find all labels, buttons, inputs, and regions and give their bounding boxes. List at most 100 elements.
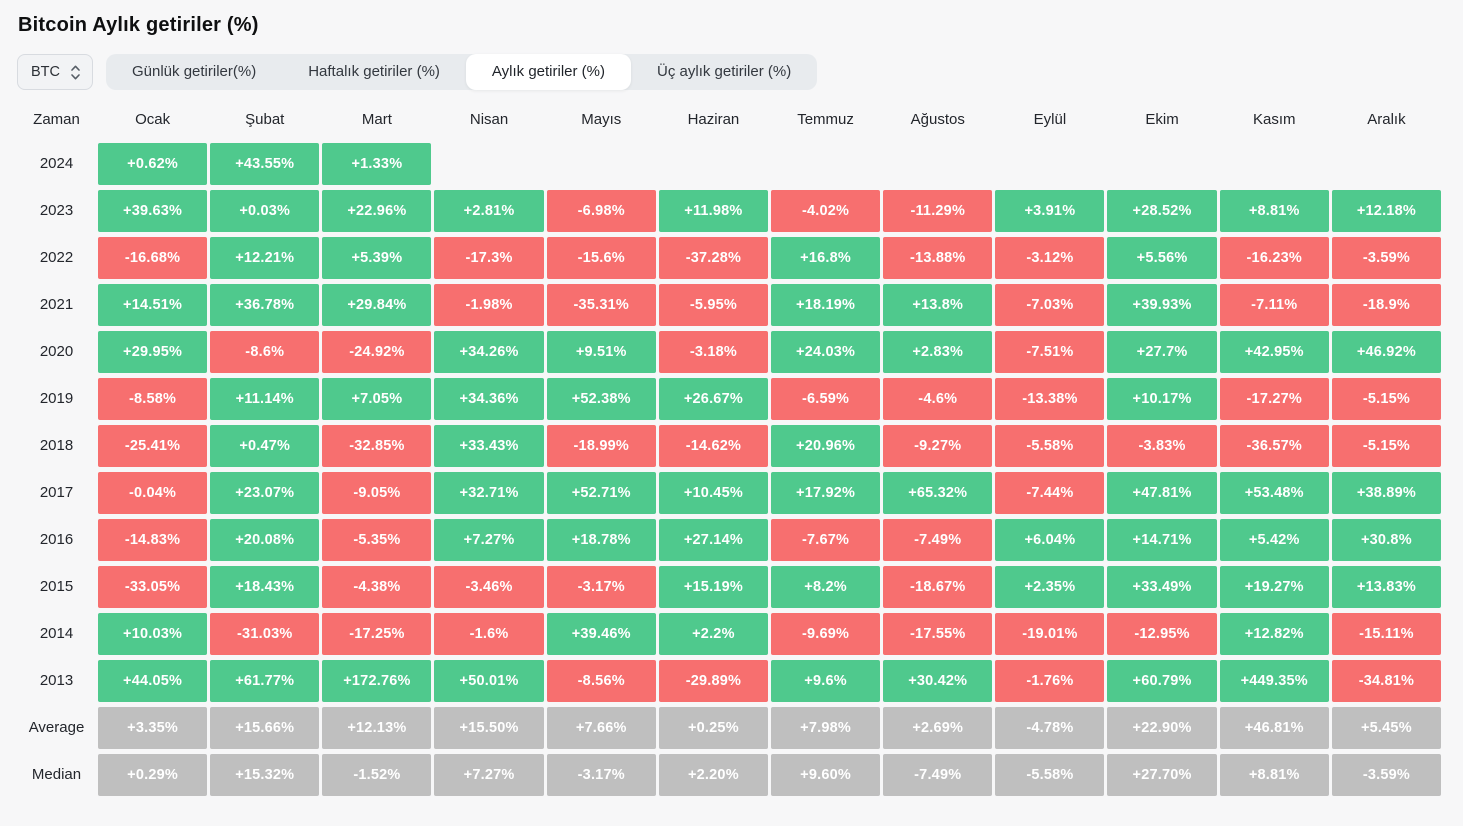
return-cell: +27.70%: [1107, 754, 1217, 796]
return-cell: +20.96%: [770, 425, 881, 467]
return-cell: [547, 143, 656, 185]
return-cell: +19.27%: [1219, 566, 1329, 608]
column-header: Şubat: [245, 111, 285, 128]
return-cell: -3.59%: [1331, 754, 1441, 796]
return-cell: +15.50%: [434, 707, 544, 749]
return-cell: -7.03%: [995, 284, 1105, 326]
return-cell: +15.32%: [210, 754, 320, 796]
column-header: Temmuz: [797, 111, 854, 128]
return-cell: -31.03%: [210, 613, 320, 655]
return-cell: +172.76%: [322, 660, 432, 702]
return-cell: [1332, 143, 1441, 185]
return-cell: -5.95%: [658, 284, 768, 326]
return-cell: [771, 143, 880, 185]
return-cell: +20.08%: [210, 519, 320, 561]
return-cell: -33.05%: [98, 566, 208, 608]
return-cell: +24.03%: [770, 331, 881, 373]
controls-bar: BTC Günlük getiriler(%) Haftalık getirile…: [17, 54, 1463, 90]
return-cell: +28.52%: [1107, 190, 1217, 232]
column-header: Eylül: [1033, 111, 1067, 128]
return-cell: +5.56%: [1107, 237, 1217, 279]
return-cell: -19.01%: [995, 613, 1105, 655]
return-cell: +39.46%: [546, 613, 656, 655]
symbol-select[interactable]: BTC: [17, 54, 93, 90]
tab-monthly-returns[interactable]: Aylık getiriler (%): [465, 54, 632, 90]
return-cell: +23.07%: [210, 472, 320, 514]
return-cell: -17.25%: [322, 613, 432, 655]
return-cell: +27.7%: [1107, 331, 1217, 373]
return-cell: +15.19%: [658, 566, 768, 608]
return-cell: +22.90%: [1107, 707, 1217, 749]
column-header: Aralık: [1367, 111, 1406, 128]
return-cell: +3.35%: [98, 707, 208, 749]
return-cell: +61.77%: [210, 660, 320, 702]
return-cell: +29.84%: [322, 284, 432, 326]
return-cell: +34.26%: [434, 331, 544, 373]
return-cell: +2.69%: [883, 707, 993, 749]
column-header: Mart: [361, 111, 392, 128]
return-cell: +7.66%: [546, 707, 656, 749]
return-cell: -32.85%: [322, 425, 432, 467]
return-cell: -11.29%: [883, 190, 993, 232]
row-label: 2018: [39, 437, 74, 454]
return-cell: +8.81%: [1219, 754, 1329, 796]
return-cell: -9.69%: [770, 613, 881, 655]
monthly-returns-table: Zaman Ocak Şubat Mart Nisan Mayıs Haziran Temmu…: [0, 101, 1463, 796]
return-cell: +39.63%: [98, 190, 208, 232]
return-cell: -36.57%: [1219, 425, 1329, 467]
return-cell: +7.27%: [434, 754, 544, 796]
return-cell: -24.92%: [322, 331, 432, 373]
row-label: 2021: [39, 296, 74, 313]
return-cell: +10.45%: [658, 472, 768, 514]
return-cell: +46.92%: [1331, 331, 1441, 373]
return-cell: +47.81%: [1107, 472, 1217, 514]
return-cell: +39.93%: [1107, 284, 1217, 326]
page-title: Bitcoin Aylık getiriler (%): [18, 14, 259, 36]
return-cell: +43.55%: [210, 143, 320, 185]
return-cell: +2.2%: [658, 613, 768, 655]
return-cell: +7.05%: [322, 378, 432, 420]
return-cell: -25.41%: [98, 425, 208, 467]
return-cell: +17.92%: [770, 472, 881, 514]
return-cell: -8.58%: [98, 378, 208, 420]
return-cell: +1.33%: [322, 143, 432, 185]
return-cell: -18.9%: [1331, 284, 1441, 326]
return-cell: +449.35%: [1219, 660, 1329, 702]
return-cell: +34.36%: [434, 378, 544, 420]
return-cell: -9.27%: [883, 425, 993, 467]
return-cell: -1.76%: [995, 660, 1105, 702]
return-cell: +11.14%: [210, 378, 320, 420]
return-cell: -13.88%: [883, 237, 993, 279]
return-cell: -17.27%: [1219, 378, 1329, 420]
return-cell: +0.25%: [658, 707, 768, 749]
return-cell: -7.49%: [883, 754, 993, 796]
column-header: Mayıs: [581, 111, 622, 128]
return-cell: -18.99%: [546, 425, 656, 467]
return-cell: +12.18%: [1331, 190, 1441, 232]
return-cell: -6.98%: [546, 190, 656, 232]
return-cell: -17.3%: [434, 237, 544, 279]
return-cell: -37.28%: [658, 237, 768, 279]
return-cell: [1107, 143, 1216, 185]
return-cell: -16.23%: [1219, 237, 1329, 279]
tab-weekly-returns[interactable]: Haftalık getiriler (%): [308, 63, 440, 80]
row-label: Average: [28, 719, 85, 736]
return-cell: +30.8%: [1331, 519, 1441, 561]
return-cell: +5.45%: [1331, 707, 1441, 749]
tab-daily-returns[interactable]: Günlük getiriler(%): [132, 63, 257, 80]
tab-quarterly-returns[interactable]: Üç aylık getiriler (%): [657, 63, 792, 80]
return-cell: -1.98%: [434, 284, 544, 326]
return-cell: -14.83%: [98, 519, 208, 561]
return-cell: -3.18%: [658, 331, 768, 373]
return-cell: -4.6%: [883, 378, 993, 420]
time-column-header: Zaman: [33, 111, 80, 128]
return-cell: -5.15%: [1331, 425, 1441, 467]
return-cell: -8.56%: [546, 660, 656, 702]
return-cell: +60.79%: [1107, 660, 1217, 702]
return-cell: +18.43%: [210, 566, 320, 608]
return-cell: +10.03%: [98, 613, 208, 655]
row-label: 2024: [39, 155, 74, 172]
return-cell: +36.78%: [210, 284, 320, 326]
return-cell: +14.71%: [1107, 519, 1217, 561]
